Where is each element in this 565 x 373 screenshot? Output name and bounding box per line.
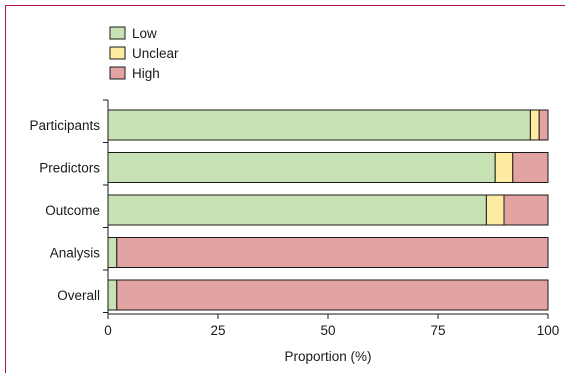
y-tick-label-predictors: Predictors [39,161,100,176]
x-tick-label-0: 0 [104,323,112,338]
y-axis: Participants Predictors Outcome Analysis Ove… [29,99,109,314]
bar-outcome-high [503,194,549,226]
bar-predictors-low [107,152,496,183]
y-tick-label-participants: Participants [29,118,100,133]
x-tick-label-100: 100 [537,323,560,338]
bar-participants-high [538,109,549,141]
y-tick-label-outcome: Outcome [45,203,100,218]
bar-participants-low [107,109,531,141]
bar-participants-unclear [529,109,540,141]
bar-predictors-unclear [494,152,514,183]
y-tick-label-overall: Overall [57,288,100,303]
legend-label-low: Low [132,26,157,41]
bar-overall-high [116,279,549,311]
x-tick-label-50: 50 [320,323,335,338]
x-tick-label-25: 25 [210,323,225,338]
legend: Low Unclear High [109,26,179,81]
bar-analysis-low [107,237,118,268]
frame-top-border [5,5,565,6]
legend-swatch-low [109,26,126,40]
bar-outcome-unclear [485,194,505,226]
bar-overall-low [107,279,118,311]
legend-label-unclear: Unclear [132,46,179,61]
bar-outcome-low [107,194,487,226]
x-axis: 0 25 50 75 100 [104,313,560,338]
bar-analysis-high [116,237,549,268]
x-axis-label: Proportion (%) [284,349,371,364]
bars [107,109,549,311]
x-tick-label-75: 75 [430,323,445,338]
legend-label-high: High [132,66,160,81]
legend-swatch-unclear [109,46,126,60]
frame-left-border [5,5,6,373]
legend-swatch-high [109,66,126,80]
bar-predictors-high [512,152,549,183]
y-tick-label-analysis: Analysis [50,246,101,261]
